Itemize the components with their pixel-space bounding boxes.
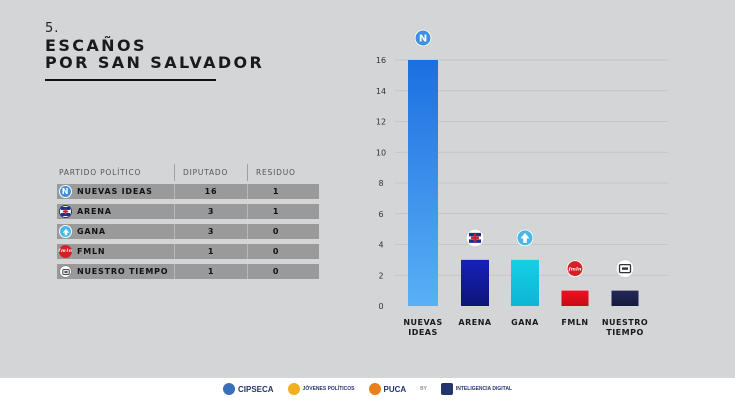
diputados-value: 1	[207, 267, 215, 276]
puca-logo-text: PUCA	[383, 384, 407, 394]
column-divider	[174, 244, 175, 259]
jovenes-politicos-logo-text: JÓVENES POLÍTICOS	[302, 386, 355, 392]
column-divider	[174, 184, 175, 199]
bar	[461, 259, 489, 306]
y-tick-label: 6	[378, 210, 383, 219]
bar	[611, 290, 639, 306]
residuo-value: 1	[272, 207, 280, 216]
cipseca-logo: CIPSECA	[223, 383, 274, 395]
x-tick-label: NUEVAS IDEAS	[403, 318, 442, 337]
column-divider	[247, 224, 248, 239]
party-cell: fmln FMLN	[57, 245, 174, 258]
x-tick-label: GANA	[511, 318, 539, 327]
y-tick-label: 14	[376, 87, 386, 96]
table-row: N NUEVAS IDEAS 16 1	[57, 184, 319, 199]
column-divider	[174, 224, 175, 239]
column-divider	[247, 184, 248, 199]
nuevas-ideas-logo-icon: N	[59, 185, 72, 198]
column-divider	[247, 164, 248, 181]
header-diputado: DIPUTADO	[183, 168, 229, 177]
diputados-value: 3	[207, 207, 215, 216]
party-name: ARENA	[77, 207, 112, 216]
party-cell: NUESTRO TIEMPO	[57, 265, 174, 278]
x-tick-label: NUESTRO TIEMPO	[602, 318, 648, 337]
column-divider	[247, 264, 248, 279]
inteligencia-digital-logo: INTELIGENCIA DIGITAL	[440, 383, 512, 395]
residuo-value: 1	[272, 187, 280, 196]
party-name: GANA	[77, 227, 106, 236]
y-tick-label: 10	[376, 148, 386, 157]
page-title: ESCAÑOS POR SAN SALVADOR	[45, 37, 264, 71]
table-row: fmln FMLN 1 0	[57, 244, 319, 259]
inteligencia-digital-logo-text: INTELIGENCIA DIGITAL	[455, 386, 512, 392]
fmln-logo-icon: fmln	[565, 259, 585, 279]
diputados-value: 1	[207, 247, 215, 256]
title-line-2: POR SAN SALVADOR	[45, 53, 265, 72]
arena-logo-icon	[59, 205, 72, 218]
fmln-logo-icon: fmln	[58, 245, 72, 258]
party-cell: GANA	[57, 225, 174, 238]
cipseca-logo-text: CIPSECA	[238, 384, 274, 394]
x-tick-label: ARENA	[458, 318, 492, 327]
nuestro-tiempo-logo-icon	[615, 259, 635, 279]
puca-logo: PUCA	[368, 383, 407, 395]
column-divider	[174, 204, 175, 219]
nuevas-ideas-logo-icon: N	[413, 28, 433, 48]
bar	[511, 259, 539, 306]
y-tick-label: 4	[378, 241, 383, 250]
svg-text:fmln: fmln	[568, 267, 582, 273]
y-tick-label: 12	[376, 118, 386, 127]
bar	[561, 290, 589, 306]
party-cell: N NUEVAS IDEAS	[57, 185, 174, 198]
table-header: PARTIDO POLÍTICO DIPUTADO RESIDUO	[57, 164, 319, 181]
table-row: GANA 3 0	[57, 224, 319, 239]
residuo-value: 0	[272, 227, 280, 236]
y-tick-label: 16	[376, 56, 386, 65]
footer-logos: CIPSECA JÓVENES POLÍTICOS PUCA BY INTELI…	[0, 378, 735, 400]
arena-logo-icon	[465, 228, 485, 248]
residuo-value: 0	[272, 267, 280, 276]
table-row: ARENA 3 1	[57, 204, 319, 219]
x-tick-label: FMLN	[561, 318, 588, 327]
header-party: PARTIDO POLÍTICO	[59, 168, 142, 177]
diputados-value: 3	[207, 227, 215, 236]
party-name: NUEVAS IDEAS	[77, 187, 153, 196]
column-divider	[174, 164, 175, 181]
header-residuo: RESIDUO	[256, 168, 296, 177]
party-cell: ARENA	[57, 205, 174, 218]
title-line-1: ESCAÑOS	[45, 36, 147, 55]
diputados-value: 16	[204, 187, 218, 196]
slide: 5. ESCAÑOS POR SAN SALVADOR PARTIDO POLÍ…	[45, 21, 668, 337]
title-underline	[45, 79, 216, 81]
jovenes-politicos-logo: JÓVENES POLÍTICOS	[287, 383, 355, 395]
column-divider	[247, 244, 248, 259]
section-number: 5.	[45, 21, 60, 36]
column-divider	[174, 264, 175, 279]
column-divider	[247, 204, 248, 219]
by-label: BY	[420, 386, 427, 392]
party-name: NUESTRO TIEMPO	[77, 267, 169, 276]
gana-logo-icon	[59, 225, 72, 238]
party-name: FMLN	[77, 247, 106, 256]
nuestro-tiempo-logo-icon	[59, 265, 72, 278]
svg-text:N: N	[419, 34, 427, 45]
table-row: NUESTRO TIEMPO 1 0	[57, 264, 319, 279]
gana-logo-icon	[515, 228, 535, 248]
y-tick-label: 2	[378, 271, 383, 280]
y-tick-label: 8	[378, 179, 383, 188]
residuo-value: 0	[272, 247, 280, 256]
bar	[408, 60, 438, 306]
y-tick-label: 0	[378, 302, 383, 311]
seats-table: PARTIDO POLÍTICO DIPUTADO RESIDUO N NUEV…	[57, 164, 319, 279]
